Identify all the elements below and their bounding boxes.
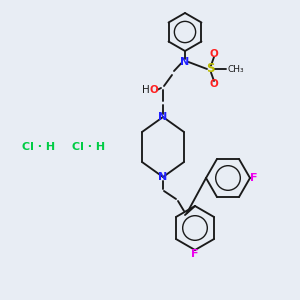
Text: O: O — [210, 79, 218, 89]
Text: Cl · H: Cl · H — [22, 142, 55, 152]
Text: O: O — [210, 49, 218, 59]
Text: F: F — [250, 173, 258, 183]
Text: CH₃: CH₃ — [228, 64, 244, 74]
Text: N: N — [158, 112, 168, 122]
Text: O: O — [150, 85, 158, 95]
Text: S: S — [206, 62, 214, 76]
Text: N: N — [158, 172, 168, 182]
Text: Cl · H: Cl · H — [72, 142, 105, 152]
Text: H: H — [142, 85, 150, 95]
Text: N: N — [180, 57, 190, 67]
Text: F: F — [191, 249, 199, 259]
